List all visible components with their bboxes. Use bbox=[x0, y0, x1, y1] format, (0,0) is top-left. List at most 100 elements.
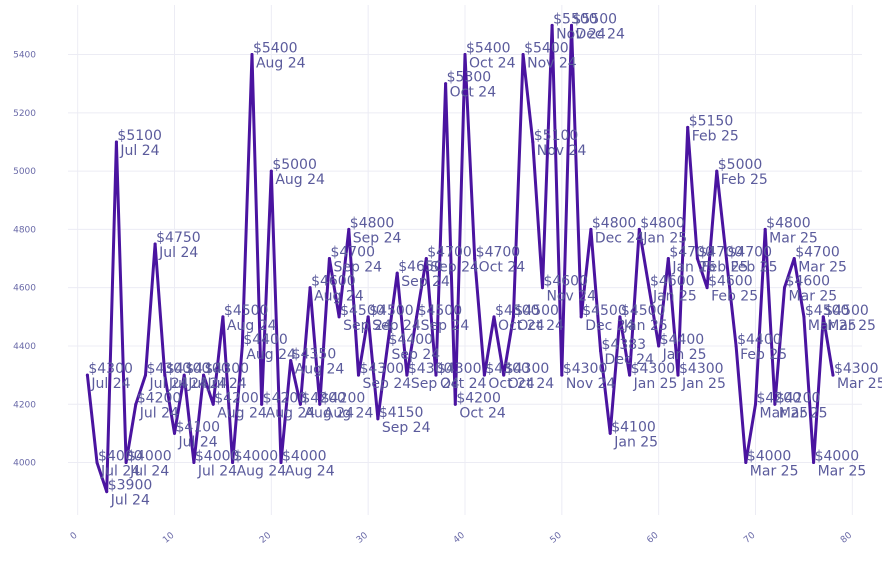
data-label: $4700 Sep 24 bbox=[330, 245, 382, 276]
data-label: $4300 Sep 24 bbox=[359, 361, 411, 392]
y-tick-label: 5000 bbox=[13, 167, 36, 177]
data-point bbox=[318, 402, 322, 406]
data-point bbox=[114, 140, 118, 144]
data-label: $4000 Jul 24 bbox=[195, 449, 240, 480]
data-label: $4300 Jan 25 bbox=[679, 361, 726, 392]
data-label: $4300 Jul 24 bbox=[88, 361, 133, 392]
data-label: $4300 Jul 24 bbox=[146, 361, 191, 392]
data-point bbox=[356, 373, 360, 377]
data-label: $4800 Sep 24 bbox=[350, 215, 402, 246]
data-point bbox=[705, 286, 709, 290]
data-label: $4700 Jan 25 bbox=[669, 245, 716, 276]
data-label: $5100 Nov 24 bbox=[534, 128, 587, 159]
x-tick-label: 20 bbox=[258, 530, 273, 545]
data-label: $4500 Mar 25 bbox=[805, 303, 857, 334]
data-point bbox=[289, 359, 293, 363]
data-label: $4700 Mar 25 bbox=[795, 245, 847, 276]
data-point bbox=[628, 373, 632, 377]
data-point bbox=[415, 315, 419, 319]
data-label: $4383 Dec 24 bbox=[602, 337, 654, 368]
data-point bbox=[405, 373, 409, 377]
data-point bbox=[279, 461, 283, 465]
data-point bbox=[744, 461, 748, 465]
data-label: $4000 Mar 25 bbox=[815, 449, 867, 480]
data-point bbox=[85, 373, 89, 377]
data-point bbox=[231, 461, 235, 465]
data-label: $4600 Nov 24 bbox=[543, 274, 596, 305]
data-point bbox=[453, 402, 457, 406]
data-point bbox=[657, 344, 661, 348]
data-label: $4700 Oct 24 bbox=[476, 245, 526, 276]
y-tick-label: 4200 bbox=[13, 400, 36, 410]
data-label: $4500 Aug 24 bbox=[224, 303, 277, 334]
data-point bbox=[250, 53, 254, 57]
data-point bbox=[308, 286, 312, 290]
data-point bbox=[221, 315, 225, 319]
data-point bbox=[211, 402, 215, 406]
data-label: $4400 Jan 25 bbox=[660, 332, 707, 363]
axes: 4000 4200 4400 4600 4800 5000 5200 5400 0 10 20 30 4… bbox=[13, 51, 854, 546]
data-label: $4000 Aug 24 bbox=[234, 449, 287, 480]
x-tick-label: 30 bbox=[355, 530, 370, 545]
data-label: $4350 Aug 24 bbox=[292, 347, 345, 378]
y-tick-label: 4400 bbox=[13, 342, 36, 352]
data-label: $4500 Oct 24 bbox=[514, 303, 564, 334]
data-label: $5400 Aug 24 bbox=[253, 41, 306, 72]
grid bbox=[68, 5, 862, 515]
data-label: $5500 Nov 24 bbox=[553, 11, 606, 42]
data-point bbox=[192, 461, 196, 465]
data-label: $4400 Aug 24 bbox=[243, 332, 296, 363]
data-point bbox=[511, 315, 515, 319]
data-labels: $4300 Jul 24$4000 Jul 24$3900 Jul 24$5100 Ju… bbox=[88, 11, 882, 508]
data-point bbox=[531, 140, 535, 144]
data-label: $5000 Feb 25 bbox=[718, 157, 768, 188]
data-point bbox=[202, 373, 206, 377]
data-label: $4800 Mar 25 bbox=[766, 215, 818, 246]
data-label: $4000 Jul 24 bbox=[98, 449, 143, 480]
data-label: $4700 Feb 25 bbox=[698, 245, 748, 276]
y-tick-label: 5200 bbox=[13, 109, 36, 119]
data-label: $4000 Jul 24 bbox=[127, 449, 172, 480]
data-point bbox=[792, 257, 796, 261]
data-point bbox=[734, 344, 738, 348]
data-label: $4200 Jul 24 bbox=[137, 390, 182, 421]
data-label: $5150 Feb 25 bbox=[689, 113, 739, 144]
data-label: $4750 Jul 24 bbox=[156, 230, 201, 261]
data-label: $4500 Sep 24 bbox=[418, 303, 470, 334]
data-point bbox=[395, 271, 399, 275]
data-point bbox=[153, 242, 157, 246]
data-point bbox=[608, 431, 612, 435]
data-point bbox=[105, 490, 109, 494]
data-label: $4500 Sep 24 bbox=[340, 303, 392, 334]
data-label: $4300 Sep 24 bbox=[408, 361, 460, 392]
data-point bbox=[492, 315, 496, 319]
data-point bbox=[550, 23, 554, 27]
data-point bbox=[143, 373, 147, 377]
data-point bbox=[763, 227, 767, 231]
x-tick-label: 50 bbox=[549, 530, 564, 545]
data-point bbox=[647, 286, 651, 290]
data-point bbox=[182, 373, 186, 377]
data-point bbox=[812, 461, 816, 465]
data-point bbox=[327, 257, 331, 261]
data-label: $4800 Dec 24 bbox=[592, 215, 644, 246]
data-point bbox=[240, 344, 244, 348]
data-label: $4400 Sep 24 bbox=[389, 332, 441, 363]
data-point bbox=[376, 417, 380, 421]
x-tick-label: 40 bbox=[452, 530, 467, 545]
data-label: $4200 Mar 25 bbox=[756, 390, 808, 421]
data-label: $4800 Jan 25 bbox=[640, 215, 687, 246]
data-point bbox=[715, 169, 719, 173]
x-tick-label: 0 bbox=[69, 530, 80, 542]
data-label: $4650 Sep 24 bbox=[398, 259, 450, 290]
data-label: $4300 Oct 24 bbox=[437, 361, 487, 392]
data-label: $5400 Nov 24 bbox=[524, 41, 577, 72]
data-label: $4500 Mar 25 bbox=[824, 303, 876, 334]
data-point bbox=[773, 402, 777, 406]
data-label: $4150 Sep 24 bbox=[379, 405, 431, 436]
data-label: $4600 Aug 24 bbox=[311, 274, 364, 305]
series-line bbox=[85, 23, 835, 494]
data-point bbox=[686, 125, 690, 129]
